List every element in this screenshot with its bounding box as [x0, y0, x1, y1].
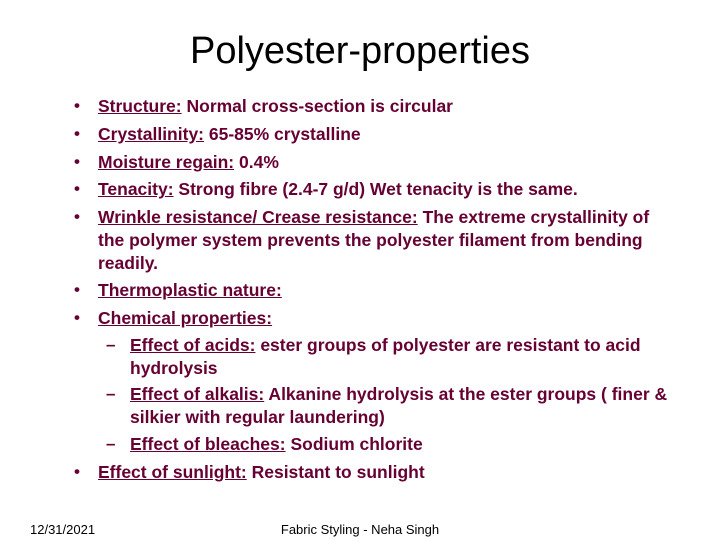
list-item: Moisture regain: 0.4% — [66, 151, 680, 174]
list-item: Effect of acids: ester groups of polyest… — [98, 334, 680, 380]
list-item: Crystallinity: 65-85% crystalline — [66, 123, 680, 146]
bullet-list: Structure: Normal cross-section is circu… — [66, 95, 680, 483]
list-item: Effect of sunlight: Resistant to sunligh… — [66, 461, 680, 484]
item-label: Chemical properties: — [98, 308, 272, 328]
item-text: Normal cross-section is circular — [182, 96, 453, 116]
list-item: Effect of bleaches: Sodium chlorite — [98, 433, 680, 456]
item-text: 0.4% — [234, 152, 279, 172]
item-text: Strong fibre (2.4-7 g/d) Wet tenacity is… — [174, 179, 578, 199]
item-label: Effect of acids: — [130, 335, 255, 355]
item-label: Moisture regain: — [98, 152, 234, 172]
sub-bullet-list: Effect of acids: ester groups of polyest… — [98, 334, 680, 456]
list-item: Effect of alkalis: Alkanine hydrolysis a… — [98, 383, 680, 429]
item-label: Thermoplastic nature: — [98, 280, 282, 300]
item-label: Effect of bleaches: — [130, 434, 286, 454]
item-text: Resistant to sunlight — [247, 462, 425, 482]
item-label: Tenacity: — [98, 179, 174, 199]
item-label: Crystallinity: — [98, 124, 204, 144]
footer-center: Fabric Styling - Neha Singh — [0, 522, 720, 537]
item-label: Effect of alkalis: — [130, 384, 264, 404]
item-label: Structure: — [98, 96, 182, 116]
item-label: Effect of sunlight: — [98, 462, 247, 482]
list-item: Thermoplastic nature: — [66, 279, 680, 302]
list-item: Structure: Normal cross-section is circu… — [66, 95, 680, 118]
slide-title: Polyester-properties — [40, 30, 680, 73]
slide: Polyester-properties Structure: Normal c… — [0, 0, 720, 540]
list-item: Wrinkle resistance/ Crease resistance: T… — [66, 206, 680, 274]
list-item: Chemical properties: Effect of acids: es… — [66, 307, 680, 456]
list-item: Tenacity: Strong fibre (2.4-7 g/d) Wet t… — [66, 178, 680, 201]
slide-content: Structure: Normal cross-section is circu… — [66, 95, 680, 483]
item-text: 65-85% crystalline — [204, 124, 361, 144]
item-label: Wrinkle resistance/ Crease resistance: — [98, 207, 418, 227]
item-text: Sodium chlorite — [286, 434, 423, 454]
